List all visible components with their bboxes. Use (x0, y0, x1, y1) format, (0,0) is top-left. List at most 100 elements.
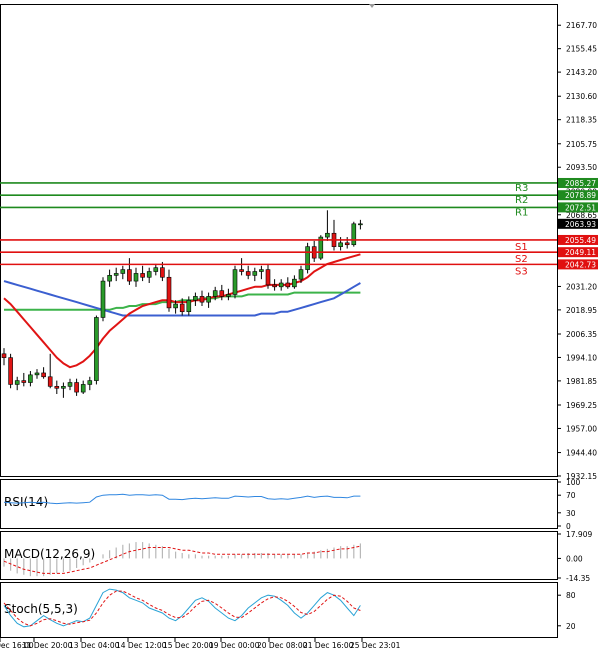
stoch-d-line (3, 590, 361, 627)
candle-body (278, 282, 284, 288)
candle-body (113, 273, 119, 276)
stoch-indicator: 80 20 (3, 588, 576, 631)
candle-body (226, 294, 231, 297)
candle-body (232, 269, 238, 295)
candle-body (1, 353, 7, 358)
level-value-s1: 2055.49 (565, 236, 596, 245)
price-tick-label: 1969.25 (566, 401, 597, 410)
candle-body (212, 290, 218, 297)
time-label: 21 Dec 16:00 (303, 641, 354, 650)
time-label: 20 Dec 08:00 (257, 641, 308, 650)
level-tag-bg (558, 177, 598, 188)
time-label: 19 Dec 00:00 (209, 641, 260, 650)
price-tick-label: 2093.50 (566, 163, 597, 172)
price-tick-label: 2006.35 (566, 330, 597, 339)
stoch-tick-label: 20 (566, 622, 576, 631)
candle-body (305, 246, 310, 270)
stoch-tick-label: 80 (566, 591, 576, 600)
price-tick-label: 1994.10 (566, 353, 597, 362)
stoch-panel-frame (0, 582, 558, 638)
candle-body (146, 271, 152, 278)
rsi-indicator: 100 70 30 0 (3, 478, 581, 531)
candle-body (338, 242, 343, 247)
stoch-label: Stoch(5,5,3) (4, 602, 78, 616)
candle-body (61, 386, 66, 389)
macd-tick-label: -14.35 (566, 574, 590, 583)
level-value-s3: 2042.73 (565, 260, 596, 269)
level-tag-bg (558, 202, 598, 213)
candle-body (133, 273, 139, 282)
level-tag-bg (558, 190, 598, 201)
macd-tick-label: 0.00 (566, 554, 583, 563)
time-label: 8 Dec 16:00 (0, 641, 34, 650)
macd-signal-line (3, 545, 361, 574)
pivot-levels: R3 2085.27 R2 2078.89 R1 2072.51 S1 2055.49 S2 20… (0, 177, 598, 277)
candle-body (358, 223, 363, 226)
level-value-r1: 2072.51 (565, 203, 596, 212)
candle-body (34, 372, 40, 376)
candle-body (325, 232, 330, 238)
candlesticks (1, 210, 363, 398)
candle-body (54, 386, 60, 389)
candle-body (272, 284, 277, 288)
level-value-r3: 2085.27 (565, 179, 596, 188)
candle-body (298, 269, 304, 280)
level-value-s2: 2049.11 (565, 248, 596, 257)
candle-body (351, 223, 357, 246)
candle-body (173, 303, 178, 309)
price-tick-label: 1981.85 (566, 377, 597, 386)
time-label: 14 Dec 12:00 (116, 641, 167, 650)
current-price-tag-bg (558, 218, 598, 229)
candle-body (100, 280, 106, 318)
rsi-label: RSI(14) (4, 495, 48, 509)
candle-body (292, 278, 297, 288)
candle-body (28, 374, 33, 383)
candle-body (87, 380, 93, 385)
price-tick-label: 2031.20 (566, 282, 597, 291)
candle-body (318, 236, 324, 259)
candle-body (140, 273, 145, 278)
level-label-s3: S3 (515, 266, 528, 277)
price-tick-label: 2167.70 (566, 21, 597, 30)
level-label-r2: R2 (515, 195, 528, 206)
rsi-panel-frame (0, 479, 558, 529)
candle-body (160, 267, 165, 278)
candle-body (239, 269, 244, 272)
candle-body (344, 242, 350, 246)
level-label-r3: R3 (515, 183, 528, 194)
level-label-s2: S2 (515, 254, 528, 265)
candle-body (14, 380, 20, 385)
price-tick-label: 1944.40 (566, 449, 597, 458)
level-label-s1: S1 (515, 242, 528, 253)
level-tag-bg (558, 259, 598, 270)
candle-body (265, 269, 271, 286)
price-tick-label: 2143.20 (566, 68, 597, 77)
candle-body (41, 372, 46, 378)
candle-body (179, 303, 185, 313)
macd-label: MACD(12,26,9) (4, 547, 95, 561)
candle-body (193, 296, 198, 301)
price-tick-label: 2118.35 (566, 116, 597, 125)
rsi-tick-label: 70 (566, 491, 576, 500)
rsi-tick-label: 100 (566, 478, 581, 487)
candle-body (120, 269, 126, 274)
level-tag-bg (558, 247, 598, 258)
level-label-r1: R1 (515, 207, 528, 218)
rsi-tick-label: 0 (566, 522, 571, 531)
price-tick-label: 1932.15 (566, 472, 597, 481)
candle-body (107, 275, 112, 282)
price-tick-label: 2130.60 (566, 92, 597, 101)
macd-tick-label: 17.909 (566, 530, 592, 539)
candle-body (94, 317, 99, 381)
candle-body (127, 269, 132, 282)
candle-body (67, 382, 73, 387)
level-tag-bg (558, 234, 598, 245)
scroll-marker-icon (369, 4, 375, 8)
candle-body (259, 269, 264, 272)
stoch-k-line (3, 588, 361, 628)
candle-body (199, 296, 205, 303)
time-label: 15 Dec 20:00 (163, 641, 214, 650)
candle-body (285, 282, 291, 288)
